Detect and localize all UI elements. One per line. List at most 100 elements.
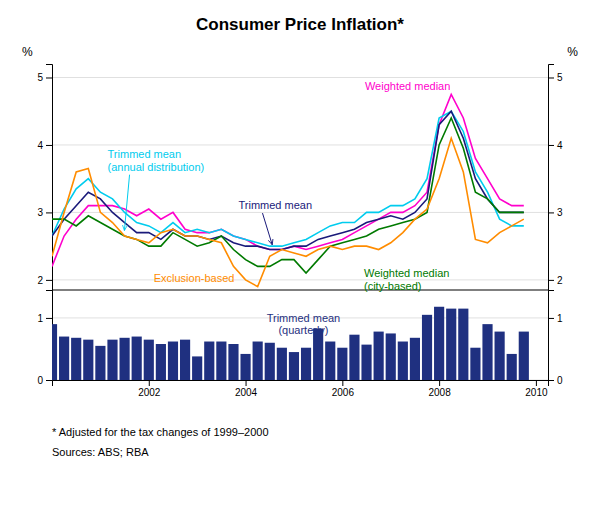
tick: 2002 [138, 380, 161, 398]
tick: 4 [37, 140, 52, 151]
series-label: Weighted median [365, 80, 450, 92]
bar [52, 324, 57, 380]
text-line: Weighted median [365, 80, 450, 92]
x-axis: 2002 2004 2006 2008 2010 [53, 380, 549, 398]
tick: 0 [548, 375, 563, 386]
tick: 5 [548, 72, 563, 83]
bar [156, 344, 166, 380]
tick-label: 1 [557, 313, 563, 324]
tick-label: 2010 [525, 387, 548, 398]
chart-title: Consumer Price Inflation* [196, 15, 404, 34]
tick-mark [548, 77, 554, 78]
bar [107, 340, 117, 380]
bar [386, 333, 396, 380]
tick-mark [246, 380, 247, 386]
bar [434, 307, 444, 380]
bar [349, 335, 359, 380]
series-label: Exclusion-based [154, 272, 235, 284]
y-axis-right: 2345 [548, 65, 563, 291]
line-series-group [52, 94, 524, 286]
tick: 2008 [428, 380, 451, 398]
tick-label: 2002 [138, 387, 161, 398]
line-series [52, 111, 524, 246]
tick-label: 1 [37, 313, 43, 324]
tick-label: 5 [557, 72, 563, 83]
grid-bar-panel [52, 318, 548, 380]
bar [470, 348, 480, 380]
chart-container: 23452345010120022004200620082010Weighted… [0, 0, 600, 508]
bar [519, 332, 529, 380]
bar [495, 332, 505, 380]
bar [265, 343, 275, 380]
bar [374, 332, 384, 380]
bar [168, 342, 178, 380]
bar [277, 348, 287, 380]
series-label: Trimmed mean [238, 199, 312, 211]
bar [71, 338, 81, 380]
tick-label: 2004 [235, 387, 258, 398]
tick-mark [548, 212, 554, 213]
y-axis-left: 2 3 4 5 [37, 65, 52, 291]
tick-label: 4 [37, 140, 43, 151]
line-series [52, 94, 524, 266]
line-series [52, 138, 524, 286]
tick: 2004 [235, 380, 258, 398]
tick-mark [46, 280, 52, 281]
tick-mark [439, 380, 440, 386]
bar [507, 354, 517, 380]
axis-domain [46, 65, 53, 291]
tick-mark [46, 212, 52, 213]
bar [361, 345, 371, 380]
bar [410, 338, 420, 380]
bar [120, 338, 130, 380]
chart-svg: 23452345010120022004200620082010Weighted… [0, 0, 600, 508]
axis-domain [53, 381, 549, 387]
tick-mark [149, 380, 150, 386]
tick-label: 0 [557, 375, 563, 386]
tick-mark [46, 77, 52, 78]
text-line: Weighted median [364, 267, 449, 279]
y2-axis-label: % [567, 45, 578, 59]
tick: 1 [548, 313, 563, 324]
tick-label: 2 [37, 275, 43, 286]
tick: 5 [37, 72, 52, 83]
bar [144, 340, 154, 380]
tick-label: 2006 [332, 387, 355, 398]
grid-line [52, 144, 548, 145]
tick: 4 [548, 140, 563, 151]
bar [458, 309, 468, 380]
tick-mark [46, 318, 52, 319]
tick-label: 5 [37, 72, 43, 83]
bar [204, 342, 214, 380]
bar [59, 337, 69, 380]
bar [301, 348, 311, 380]
tick: 3 [37, 207, 52, 218]
bar-series-group [52, 307, 529, 380]
tick-mark [548, 145, 554, 146]
tick-mark [548, 318, 554, 319]
bar [95, 346, 105, 380]
footnote: Sources: ABS; RBA [52, 446, 149, 458]
bar [289, 352, 299, 380]
tick: 2 [37, 275, 52, 286]
tick-label: 3 [37, 207, 43, 218]
y-axis-right: 01 [548, 291, 563, 386]
bar [325, 342, 335, 380]
bar [216, 342, 226, 380]
footnote: * Adjusted for the tax changes of 1999–2… [52, 426, 269, 438]
bar [422, 315, 432, 380]
bar [337, 348, 347, 380]
tick-mark [548, 280, 554, 281]
bar [132, 337, 142, 380]
line-series [52, 111, 524, 249]
series-label: Trimmed mean(quarterly) [267, 312, 341, 337]
bar [482, 324, 492, 380]
tick-mark [46, 380, 52, 381]
y-axis-left: 01 [37, 291, 52, 386]
text-line: Trimmed mean [238, 199, 312, 211]
tick: 3 [548, 207, 563, 218]
text-line: (city-based) [364, 280, 421, 292]
bar [240, 354, 250, 380]
axis-domain [549, 291, 555, 381]
axis-domain [46, 291, 53, 381]
